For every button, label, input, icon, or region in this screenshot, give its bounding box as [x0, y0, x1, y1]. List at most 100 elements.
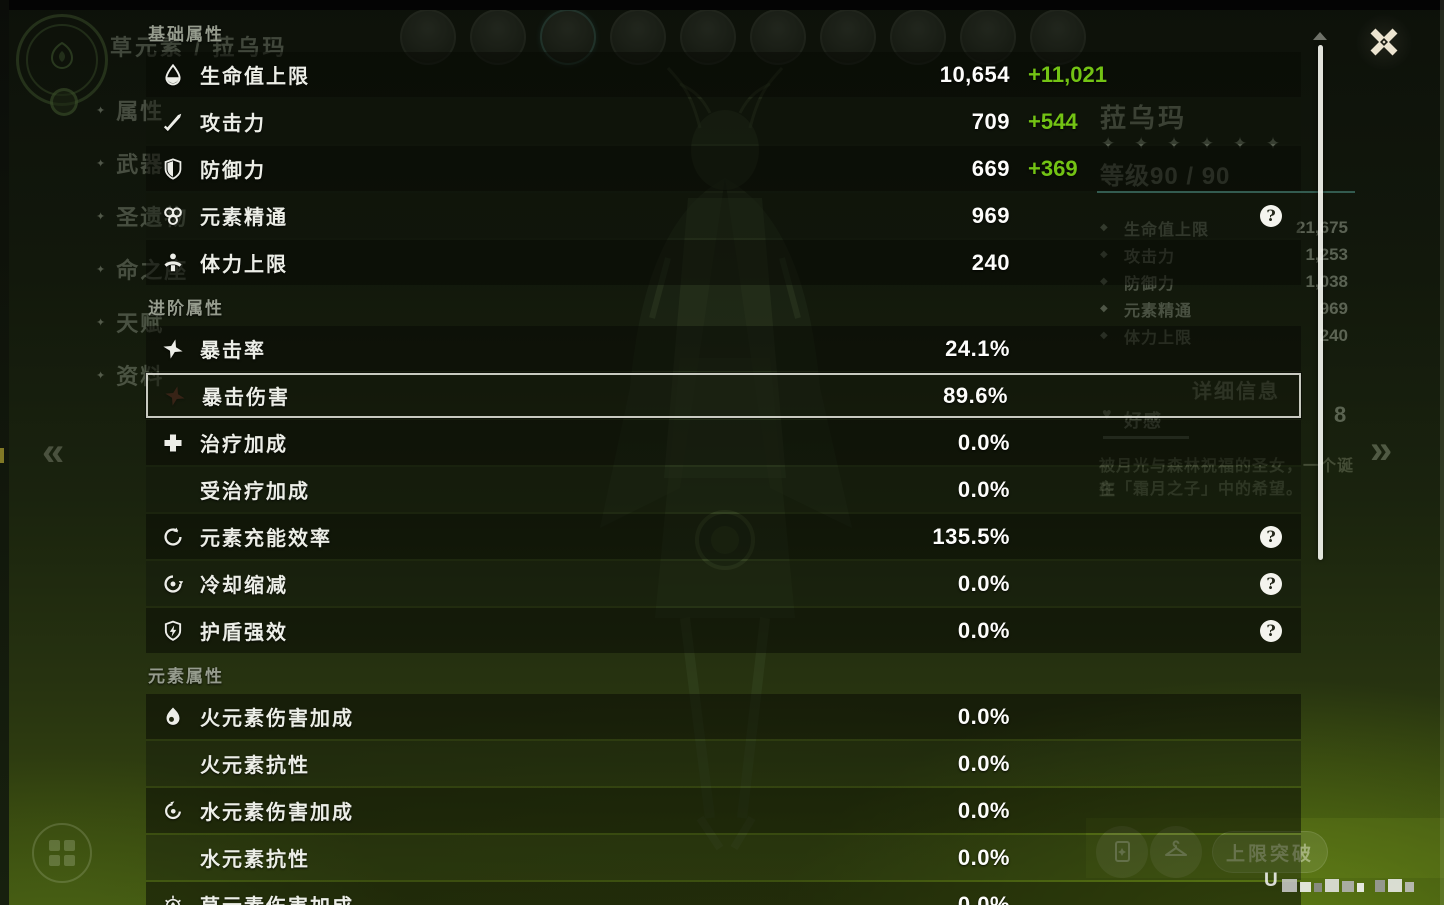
attack-icon: [146, 111, 200, 133]
dendro-element-emblem-icon: [16, 14, 108, 116]
hp-icon: ◆: [1100, 222, 1108, 233]
stat-row-pyro-dmg-bonus[interactable]: 火元素伤害加成 0.0%: [146, 694, 1301, 739]
top-letterbox-bar: [0, 0, 1444, 10]
stat-label: 生命值上限: [200, 66, 310, 88]
outfit-button[interactable]: [1150, 826, 1202, 878]
uid-censored-block: [1387, 879, 1402, 892]
stat-value: 24.1%: [945, 335, 1010, 361]
stat-label: 火元素抗性: [200, 755, 310, 777]
uid-censored-block: [1281, 879, 1297, 892]
help-icon[interactable]: ?: [1260, 204, 1282, 227]
stat-row-pyro-res[interactable]: 火元素抗性 0.0%: [146, 741, 1301, 786]
stat-row-hydro-dmg-bonus[interactable]: 水元素伤害加成 0.0%: [146, 788, 1301, 833]
uid-censored-block: [1374, 880, 1385, 892]
section-title-base-attributes: 基础属性: [148, 25, 224, 44]
stat-row-hydro-res[interactable]: 水元素抗性 0.0%: [146, 835, 1301, 880]
stat-label: 暴击伤害: [202, 387, 290, 409]
friendship-value: 8: [1334, 402, 1347, 427]
defense-icon: [146, 157, 200, 180]
character-card-button[interactable]: [1096, 826, 1148, 878]
attributes-panel: 基础属性 生命值上限 10,654 +11,021 攻击力 709 +544 防…: [146, 20, 1301, 905]
diamond-bullet-icon: ✦: [96, 369, 108, 382]
grid-icon: [49, 840, 75, 866]
pyro-icon: [146, 706, 200, 728]
stat-label: 受治疗加成: [200, 481, 310, 503]
stat-value: 0.0%: [957, 891, 1010, 905]
stat-label: 攻击力: [200, 113, 266, 135]
energy-recharge-icon: [146, 526, 200, 548]
stat-row-attack[interactable]: 攻击力 709 +544: [146, 99, 1301, 144]
stat-bonus-value: +544: [1028, 108, 1078, 134]
diamond-bullet-icon: ✦: [96, 316, 108, 329]
elemental-mastery-icon: ◆: [1100, 303, 1108, 314]
stat-value: 135.5%: [932, 523, 1010, 549]
stat-label: 暴击率: [200, 340, 266, 362]
character-name: 菈乌玛: [1100, 103, 1188, 133]
menu-item-attributes[interactable]: ✦ 属性: [96, 99, 165, 124]
stat-label: 防御力: [200, 160, 266, 182]
uid-censored-block: [1324, 879, 1339, 892]
stat-row-max-hp[interactable]: 生命值上限 10,654 +11,021: [146, 52, 1301, 97]
stat-row-healing-bonus[interactable]: 治疗加成 0.0%: [146, 420, 1301, 465]
stat-row-elemental-mastery[interactable]: 元素精通 969 ?: [146, 193, 1301, 238]
uid-censored-block: [1404, 882, 1414, 892]
limit-break-button[interactable]: 上限突破: [1212, 831, 1328, 873]
stat-row-shield-strength[interactable]: 护盾强效 0.0% ?: [146, 608, 1301, 653]
diamond-bullet-icon: ✦: [96, 263, 108, 276]
section-title-elemental-properties: 元素属性: [148, 667, 224, 686]
help-icon[interactable]: ?: [1260, 619, 1282, 642]
stat-value: 0.0%: [957, 429, 1010, 455]
uid-censored-block: [1313, 883, 1322, 892]
stat-row-incoming-healing-bonus[interactable]: 受治疗加成 0.0%: [146, 467, 1301, 512]
uid-visible-char: U: [1264, 870, 1278, 891]
stat-row-defense[interactable]: 防御力 669 +369: [146, 146, 1301, 191]
diamond-bullet-icon: ✦: [96, 210, 108, 223]
stat-value: 89.6%: [943, 382, 1008, 408]
stat-row-crit-dmg-highlighted[interactable]: 暴击伤害 89.6%: [146, 373, 1301, 418]
help-icon[interactable]: ?: [1260, 572, 1282, 595]
stat-value: 10,654: [939, 61, 1010, 87]
stat-value: 0.0%: [957, 617, 1010, 643]
stat-label: 冷却缩减: [200, 575, 288, 597]
close-button[interactable]: [1356, 14, 1412, 70]
stat-value: 0.0%: [957, 844, 1010, 870]
shield-strength-icon: [146, 620, 200, 642]
stat-label: 草元素伤害加成: [200, 890, 354, 905]
stat-label: 水元素伤害加成: [200, 802, 354, 824]
previous-character-chevron-icon[interactable]: «: [42, 430, 65, 474]
stat-value: 0.0%: [957, 570, 1010, 596]
scrollbar-thumb[interactable]: [1318, 45, 1323, 560]
left-edge-strip: [0, 0, 9, 905]
summary-stat-row: ◆ 元素精通 969: [1100, 298, 1348, 320]
hp-icon: [146, 63, 200, 86]
stat-value: 709: [971, 108, 1010, 134]
stat-value: 0.0%: [957, 476, 1010, 502]
diamond-bullet-icon: ✦: [96, 104, 108, 117]
stat-value: 669: [971, 155, 1010, 181]
diamond-bullet-icon: ✦: [96, 157, 108, 170]
help-icon[interactable]: ?: [1260, 525, 1282, 548]
character-description-line2: 在「霜月之子」中的希望。: [1099, 481, 1304, 498]
uid-censored-block: [1356, 883, 1364, 892]
stat-row-dendro-dmg-bonus[interactable]: 草元素伤害加成 0.0%: [146, 882, 1301, 905]
stat-row-crit-rate[interactable]: 暴击率 24.1%: [146, 326, 1301, 371]
uid-censored-block: [1341, 881, 1354, 892]
stat-row-energy-recharge[interactable]: 元素充能效率 135.5% ?: [146, 514, 1301, 559]
stat-row-cooldown-reduction[interactable]: 冷却缩减 0.0% ?: [146, 561, 1301, 606]
next-page-chevron-icon[interactable]: »: [1370, 428, 1393, 472]
stat-row-max-stamina[interactable]: 体力上限 240: [146, 240, 1301, 285]
stat-bonus-value: +369: [1028, 155, 1078, 181]
hydro-icon: [146, 800, 200, 822]
elemental-mastery-icon: [146, 205, 200, 227]
crit-dmg-icon: [148, 385, 202, 407]
stat-label: 火元素伤害加成: [200, 708, 354, 730]
cooldown-icon: [146, 573, 200, 595]
crit-rate-icon: [146, 338, 200, 360]
party-setup-button[interactable]: [32, 823, 92, 883]
scroll-up-arrow-icon[interactable]: [1313, 32, 1327, 40]
stat-value: 969: [971, 202, 1010, 228]
stat-value: 0.0%: [957, 703, 1010, 729]
stat-label: 元素精通: [200, 207, 288, 229]
uid-censored-block: [1299, 882, 1311, 892]
stat-value: 240: [971, 249, 1010, 275]
